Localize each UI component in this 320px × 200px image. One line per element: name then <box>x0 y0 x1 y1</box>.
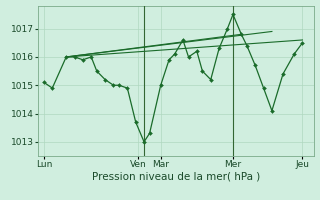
X-axis label: Pression niveau de la mer( hPa ): Pression niveau de la mer( hPa ) <box>92 172 260 182</box>
